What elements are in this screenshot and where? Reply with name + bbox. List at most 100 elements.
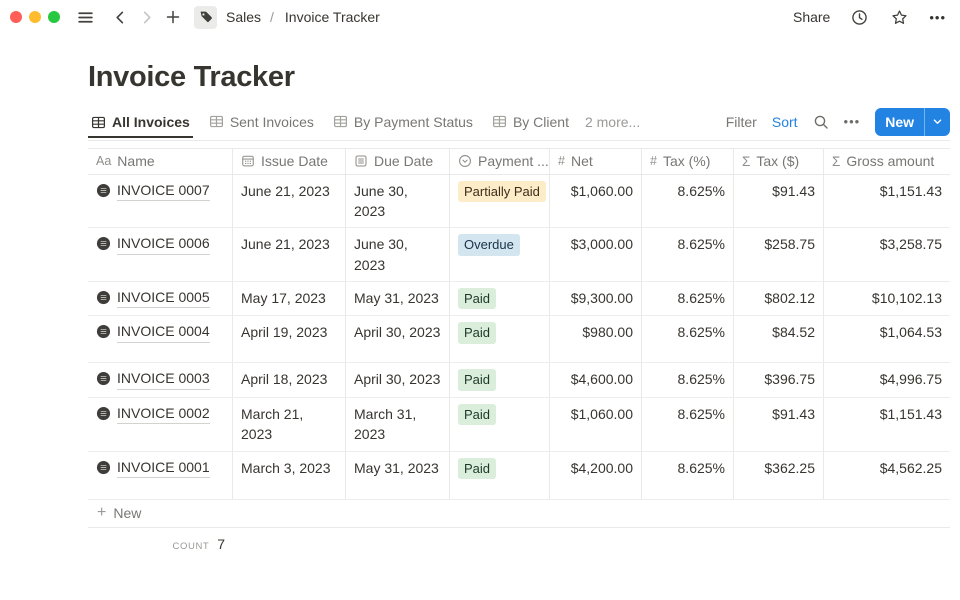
net-cell[interactable]: $1,060.00 <box>550 174 642 228</box>
view-tab-sent-invoices[interactable]: Sent Invoices <box>206 114 317 138</box>
view-tab-all-invoices[interactable]: All Invoices <box>88 114 193 139</box>
chevron-down-icon[interactable] <box>925 108 950 136</box>
issue-date-cell[interactable]: June 21, 2023 <box>233 174 346 228</box>
tax-amount-cell[interactable]: $91.43 <box>734 174 824 228</box>
payment-status-cell[interactable]: Paid <box>450 451 550 499</box>
search-icon[interactable] <box>813 114 829 130</box>
payment-status-cell[interactable]: Paid <box>450 281 550 316</box>
tax-amount-cell[interactable]: $802.12 <box>734 281 824 316</box>
count-calculation[interactable]: count 7 <box>88 536 233 552</box>
due-date-cell[interactable]: June 30, 2023 <box>346 228 450 281</box>
traffic-light-zoom-button[interactable] <box>48 11 60 23</box>
traffic-light-minimize-button[interactable] <box>29 11 41 23</box>
gross-amount-cell[interactable]: $1,151.43 <box>879 405 942 422</box>
name-cell[interactable]: INVOICE 0004 <box>88 316 233 363</box>
tax-percent-cell[interactable]: 8.625% <box>642 316 734 363</box>
gross-amount-cell[interactable]: $1,064.53 <box>879 324 942 341</box>
new-entry-button[interactable]: New <box>875 107 950 136</box>
view-tab-by-client[interactable]: By Client <box>489 114 572 138</box>
view-more-options-icon[interactable]: ••• <box>843 114 861 130</box>
favorite-star-icon[interactable] <box>889 7 910 28</box>
invoice-link[interactable]: INVOICE 0003 <box>117 369 210 390</box>
name-cell[interactable]: INVOICE 0003 <box>88 363 233 397</box>
issue-date-cell[interactable]: March 21, 2023 <box>233 397 346 451</box>
tax-amount-cell[interactable]: $362.25 <box>734 451 824 499</box>
gross-amount-cell[interactable]: $10,102.13 <box>871 289 942 306</box>
share-button[interactable]: Share <box>792 9 831 25</box>
invoice-link[interactable]: INVOICE 0001 <box>117 458 210 478</box>
sidebar-menu-icon[interactable] <box>75 7 96 28</box>
net-cell[interactable]: $4,200.00 <box>550 451 642 499</box>
tax-amount-cell[interactable]: $396.75 <box>734 363 824 397</box>
payment-status-cell[interactable]: Paid <box>450 363 550 397</box>
net-cell[interactable]: $3,000.00 <box>550 228 642 281</box>
column-header-tax-amount[interactable]: Σ Tax ($) <box>734 148 824 174</box>
new-page-plus-icon[interactable] <box>163 7 183 27</box>
name-cell[interactable]: INVOICE 0007 <box>88 174 233 228</box>
invoice-link[interactable]: INVOICE 0007 <box>117 181 210 201</box>
nav-back-icon[interactable] <box>111 8 130 27</box>
due-date-cell[interactable]: April 30, 2023 <box>346 316 450 363</box>
invoice-link[interactable]: INVOICE 0005 <box>117 288 210 309</box>
invoice-link[interactable]: INVOICE 0004 <box>117 322 210 343</box>
invoice-link[interactable]: INVOICE 0002 <box>117 404 210 425</box>
column-header-tax-percent[interactable]: # Tax (%) <box>642 148 734 174</box>
due-date-cell[interactable]: June 30, 2023 <box>346 174 450 228</box>
sort-button[interactable]: Sort <box>771 113 798 130</box>
name-cell[interactable]: INVOICE 0006 <box>88 228 233 281</box>
tax-percent-cell[interactable]: 8.625% <box>642 174 734 228</box>
name-cell[interactable]: INVOICE 0005 <box>88 281 233 316</box>
column-header-payment-status[interactable]: Payment ... <box>450 148 550 174</box>
payment-status-cell[interactable]: Paid <box>450 397 550 451</box>
tax-percent-cell[interactable]: 8.625% <box>642 363 734 397</box>
net-cell[interactable]: $4,600.00 <box>550 363 642 397</box>
due-date-cell[interactable]: May 31, 2023 <box>346 451 450 499</box>
breadcrumb-page[interactable]: Invoice Tracker <box>284 9 380 25</box>
column-header-name[interactable]: Aa Name <box>88 148 233 174</box>
tax-percent-cell[interactable]: 8.625% <box>642 397 734 451</box>
due-date-cell[interactable]: May 31, 2023 <box>346 281 450 316</box>
issue-date-cell[interactable]: April 19, 2023 <box>233 316 346 363</box>
payment-status-cell[interactable]: Overdue <box>450 228 550 281</box>
column-label: Tax ($) <box>756 153 800 170</box>
view-tab-by-payment-status[interactable]: By Payment Status <box>330 114 476 138</box>
net-cell[interactable]: $9,300.00 <box>550 281 642 316</box>
more-views-button[interactable]: 2 more... <box>584 113 641 130</box>
tax-amount-cell[interactable]: $258.75 <box>734 228 824 281</box>
issue-date-cell[interactable]: June 21, 2023 <box>233 228 346 281</box>
column-header-net[interactable]: # Net <box>550 148 642 174</box>
nav-forward-icon[interactable] <box>137 8 156 27</box>
column-header-due-date[interactable]: Due Date <box>346 148 450 174</box>
issue-date-cell[interactable]: April 18, 2023 <box>233 363 346 397</box>
payment-status-cell[interactable]: Paid <box>450 316 550 363</box>
filter-button[interactable]: Filter <box>725 113 757 130</box>
net-cell[interactable]: $980.00 <box>550 316 642 363</box>
tax-percent-cell[interactable]: 8.625% <box>642 451 734 499</box>
payment-status-cell[interactable]: Partially Paid <box>450 174 550 228</box>
due-date-cell[interactable]: March 31, 2023 <box>346 397 450 451</box>
breadcrumb-section[interactable]: Sales <box>226 9 262 25</box>
gross-amount-cell[interactable]: $3,258.75 <box>879 236 942 253</box>
gross-amount-cell[interactable]: $4,562.25 <box>879 459 942 476</box>
traffic-light-close-button[interactable] <box>10 11 22 23</box>
gross-amount-cell[interactable]: $1,151.43 <box>879 182 942 199</box>
page-more-options-icon[interactable]: ••• <box>929 9 946 25</box>
number-icon: # <box>650 154 657 169</box>
new-row-button[interactable]: + New <box>88 500 950 528</box>
tax-percent-cell[interactable]: 8.625% <box>642 281 734 316</box>
due-date-cell[interactable]: April 30, 2023 <box>346 363 450 397</box>
column-header-gross-amount[interactable]: Σ Gross amount <box>824 149 950 174</box>
net-cell[interactable]: $1,060.00 <box>550 397 642 451</box>
name-cell[interactable]: INVOICE 0002 <box>88 397 233 451</box>
history-clock-icon[interactable] <box>849 7 870 28</box>
column-header-issue-date[interactable]: Issue Date <box>233 148 346 174</box>
page-tag-icon[interactable] <box>194 5 217 29</box>
gross-amount-cell[interactable]: $4,996.75 <box>879 371 942 388</box>
issue-date-cell[interactable]: May 17, 2023 <box>233 281 346 316</box>
invoice-link[interactable]: INVOICE 0006 <box>117 234 210 255</box>
tax-amount-cell[interactable]: $84.52 <box>734 316 824 363</box>
tax-percent-cell[interactable]: 8.625% <box>642 228 734 281</box>
tax-amount-cell[interactable]: $91.43 <box>734 397 824 451</box>
issue-date-cell[interactable]: March 3, 2023 <box>233 451 346 499</box>
name-cell[interactable]: INVOICE 0001 <box>88 451 233 499</box>
